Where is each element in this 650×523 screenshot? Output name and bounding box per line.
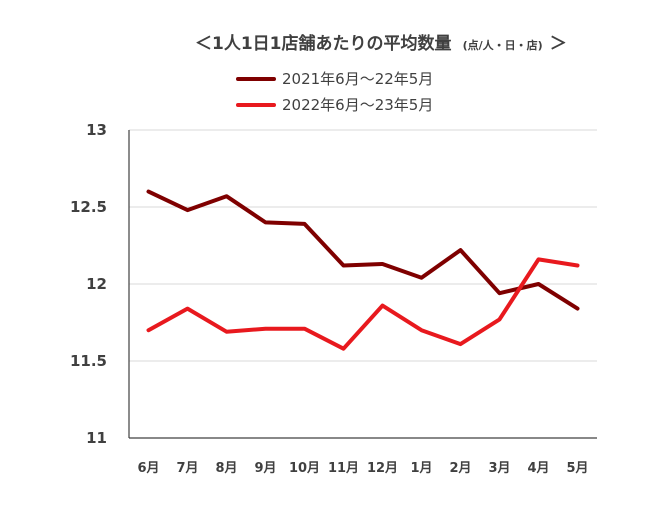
y-tick-label: 13 bbox=[86, 121, 107, 139]
series-2-point bbox=[498, 317, 502, 321]
series-2-point bbox=[342, 347, 346, 351]
series-1-point bbox=[225, 194, 229, 198]
x-tick-label: 2月 bbox=[449, 461, 471, 476]
series-2-point bbox=[537, 257, 541, 261]
series-line-2 bbox=[146, 257, 580, 351]
series-1-point bbox=[459, 248, 463, 252]
y-tick-label: 11.5 bbox=[70, 352, 107, 370]
series-1-point bbox=[264, 220, 268, 224]
x-tick-label: 3月 bbox=[488, 461, 510, 476]
series-1-point bbox=[498, 291, 502, 295]
x-tick-label: 11月 bbox=[328, 461, 359, 476]
x-tick-label: 10月 bbox=[289, 461, 320, 476]
x-tick-label: 7月 bbox=[176, 461, 198, 476]
series-1-point bbox=[381, 262, 385, 266]
series-2-point bbox=[225, 330, 229, 334]
series-2-point bbox=[381, 304, 385, 308]
series-line-1 bbox=[146, 189, 580, 311]
series-1-point bbox=[147, 190, 151, 194]
series-2-point bbox=[459, 342, 463, 346]
x-tick-label: 8月 bbox=[215, 461, 237, 476]
x-tick-label: 5月 bbox=[566, 461, 588, 476]
y-tick-label: 11 bbox=[86, 429, 107, 447]
series-2-point bbox=[264, 327, 268, 331]
legend-label-2: 2022年6月〜23年5月 bbox=[282, 96, 433, 114]
series-2-point bbox=[420, 328, 424, 332]
chart-title-main: ＜1人1日1店舗あたりの平均数量 bbox=[195, 33, 452, 54]
chart-title-close: ＞ bbox=[550, 34, 567, 54]
series-2-point bbox=[576, 264, 580, 268]
x-tick-label: 9月 bbox=[254, 461, 276, 476]
series-1-point bbox=[537, 282, 541, 286]
chart-title-unit: (点/人・日・店) bbox=[463, 38, 543, 52]
x-tick-label: 1月 bbox=[410, 461, 432, 476]
series-1-point bbox=[420, 276, 424, 280]
series-lines bbox=[146, 189, 580, 351]
legend: 2021年6月〜22年5月 2022年6月〜23年5月 bbox=[236, 70, 433, 114]
x-tick-label: 6月 bbox=[137, 461, 159, 476]
series-1-point bbox=[186, 208, 190, 212]
gridlines bbox=[129, 129, 597, 362]
series-1-point bbox=[303, 222, 307, 226]
series-1-point bbox=[576, 307, 580, 311]
series-2-point bbox=[147, 328, 151, 332]
series-2-point bbox=[186, 307, 190, 311]
x-axis-tick-labels: 6月 7月 8月 9月 10月 11月 12月 1月 2月 3月 4月 5月 bbox=[137, 461, 588, 476]
y-tick-label: 12.5 bbox=[70, 198, 107, 216]
y-tick-label: 12 bbox=[86, 275, 107, 293]
y-axis-tick-labels: 13 12.5 12 11.5 11 bbox=[70, 121, 107, 447]
legend-label-1: 2021年6月〜22年5月 bbox=[282, 70, 433, 88]
series-2-point bbox=[303, 327, 307, 331]
series-1-point bbox=[342, 264, 346, 268]
x-tick-label: 4月 bbox=[527, 461, 549, 476]
x-tick-label: 12月 bbox=[367, 461, 398, 476]
axes bbox=[128, 130, 597, 439]
chart-title: ＜1人1日1店舗あたりの平均数量 (点/人・日・店) ＞ bbox=[195, 33, 567, 54]
